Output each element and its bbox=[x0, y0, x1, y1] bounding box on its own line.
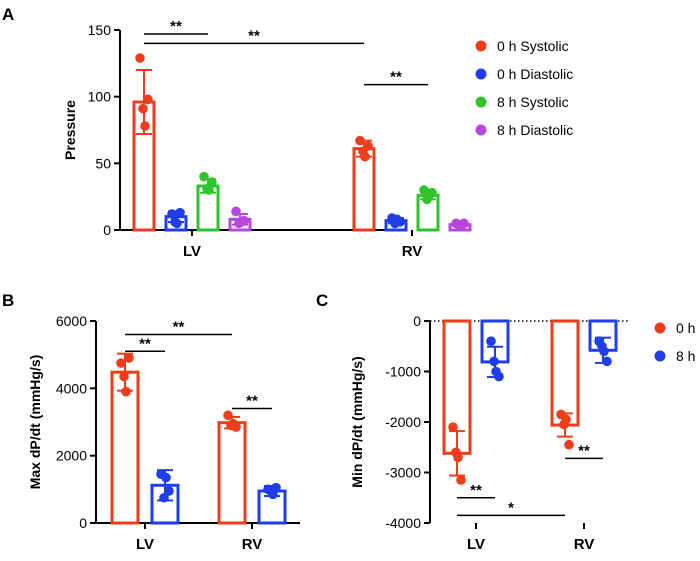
significance-label: ** bbox=[578, 442, 590, 459]
y-tick-label: 2000 bbox=[56, 448, 87, 464]
data-point bbox=[143, 94, 153, 105]
significance-label: ** bbox=[390, 69, 402, 86]
y-tick-label: 150 bbox=[88, 22, 112, 38]
data-point bbox=[489, 356, 499, 367]
significance-label: ** bbox=[470, 482, 482, 499]
data-point bbox=[121, 386, 131, 397]
legend-marker bbox=[475, 96, 487, 108]
legend-marker bbox=[475, 124, 487, 136]
significance-label: ** bbox=[170, 18, 182, 35]
legend-marker bbox=[654, 350, 666, 362]
data-point bbox=[427, 187, 437, 198]
legend-label: 0 h bbox=[676, 320, 695, 336]
category-label-lv: LV bbox=[136, 536, 154, 553]
y-tick-label: 0 bbox=[413, 313, 421, 329]
legend-label: 8 h Systolic bbox=[497, 94, 569, 110]
legend-label: 8 h Diastolic bbox=[497, 122, 573, 138]
data-point bbox=[459, 218, 469, 229]
data-point bbox=[486, 336, 496, 347]
data-point bbox=[448, 422, 458, 432]
data-point bbox=[395, 217, 405, 227]
category-label-lv: LV bbox=[467, 536, 485, 553]
significance-label: * bbox=[508, 499, 514, 516]
data-point bbox=[231, 422, 241, 432]
y-tick-label: 50 bbox=[95, 155, 111, 171]
category-label-rv: RV bbox=[402, 243, 423, 260]
data-point bbox=[204, 185, 214, 195]
data-point bbox=[140, 121, 150, 131]
legend-marker bbox=[475, 40, 487, 52]
panel-letter-c: C bbox=[316, 291, 328, 310]
y-tick-label: 4000 bbox=[56, 380, 87, 396]
data-point bbox=[599, 346, 609, 357]
data-point bbox=[231, 206, 241, 217]
legend-label: 0 h Diastolic bbox=[497, 66, 573, 82]
data-point bbox=[360, 151, 370, 162]
bar bbox=[217, 421, 247, 525]
y-tick-label: 0 bbox=[79, 515, 87, 531]
data-point bbox=[561, 414, 571, 425]
category-label-rv: RV bbox=[242, 536, 263, 553]
legend-label: 8 h bbox=[676, 348, 695, 364]
y-axis-title: Pressure bbox=[62, 100, 78, 160]
data-point bbox=[124, 353, 134, 363]
data-point bbox=[116, 358, 126, 368]
data-point bbox=[239, 215, 249, 226]
data-point bbox=[164, 486, 174, 496]
data-point bbox=[172, 218, 182, 229]
panel-letter-a: A bbox=[2, 5, 14, 24]
data-point bbox=[271, 482, 281, 493]
data-point bbox=[161, 472, 171, 483]
data-point bbox=[138, 103, 148, 114]
y-tick-label: -3000 bbox=[385, 465, 421, 481]
data-point bbox=[119, 371, 129, 382]
data-point bbox=[167, 209, 177, 219]
legend-marker bbox=[475, 68, 487, 80]
data-point bbox=[602, 356, 612, 367]
y-axis-title: Max dP/dt (mmHg/s) bbox=[27, 355, 43, 490]
legend-label: 0 h Systolic bbox=[497, 38, 569, 54]
data-point bbox=[175, 207, 185, 218]
chart-panel-a: 0 50 100 150 LV RV ** ** ** Pressure 0 h Systolic 0… bbox=[62, 18, 573, 260]
chart-panel-b: 0 2000 4000 6000 LV RV ** ** ** Max dP/dt (mmHg/s… bbox=[27, 313, 300, 553]
significance-label: ** bbox=[173, 318, 185, 335]
significance-label: ** bbox=[248, 27, 260, 44]
data-point bbox=[207, 177, 217, 187]
data-point bbox=[494, 371, 504, 382]
data-point bbox=[456, 475, 466, 485]
data-point bbox=[355, 135, 365, 146]
y-axis-title: Min dP/dt (mmHg/s) bbox=[349, 356, 365, 487]
category-label-lv: LV bbox=[183, 243, 201, 260]
y-tick-label: -1000 bbox=[385, 364, 421, 380]
y-tick-label: 100 bbox=[88, 89, 112, 105]
significance-label: ** bbox=[246, 393, 258, 410]
data-point bbox=[363, 141, 373, 151]
y-tick-label: -2000 bbox=[385, 414, 421, 430]
significance-label: ** bbox=[139, 335, 151, 352]
data-point bbox=[564, 439, 574, 450]
bar bbox=[550, 319, 580, 427]
category-label-rv: RV bbox=[574, 536, 595, 553]
legend-marker bbox=[654, 322, 666, 334]
panel-letter-b: B bbox=[2, 291, 14, 310]
y-tick-label: -4000 bbox=[385, 515, 421, 531]
data-point bbox=[453, 452, 463, 463]
data-point bbox=[159, 492, 169, 503]
data-point bbox=[135, 53, 145, 63]
data-point bbox=[199, 171, 209, 182]
y-tick-label: 0 bbox=[103, 222, 111, 238]
y-tick-label: 6000 bbox=[56, 313, 87, 329]
data-point bbox=[223, 410, 233, 421]
